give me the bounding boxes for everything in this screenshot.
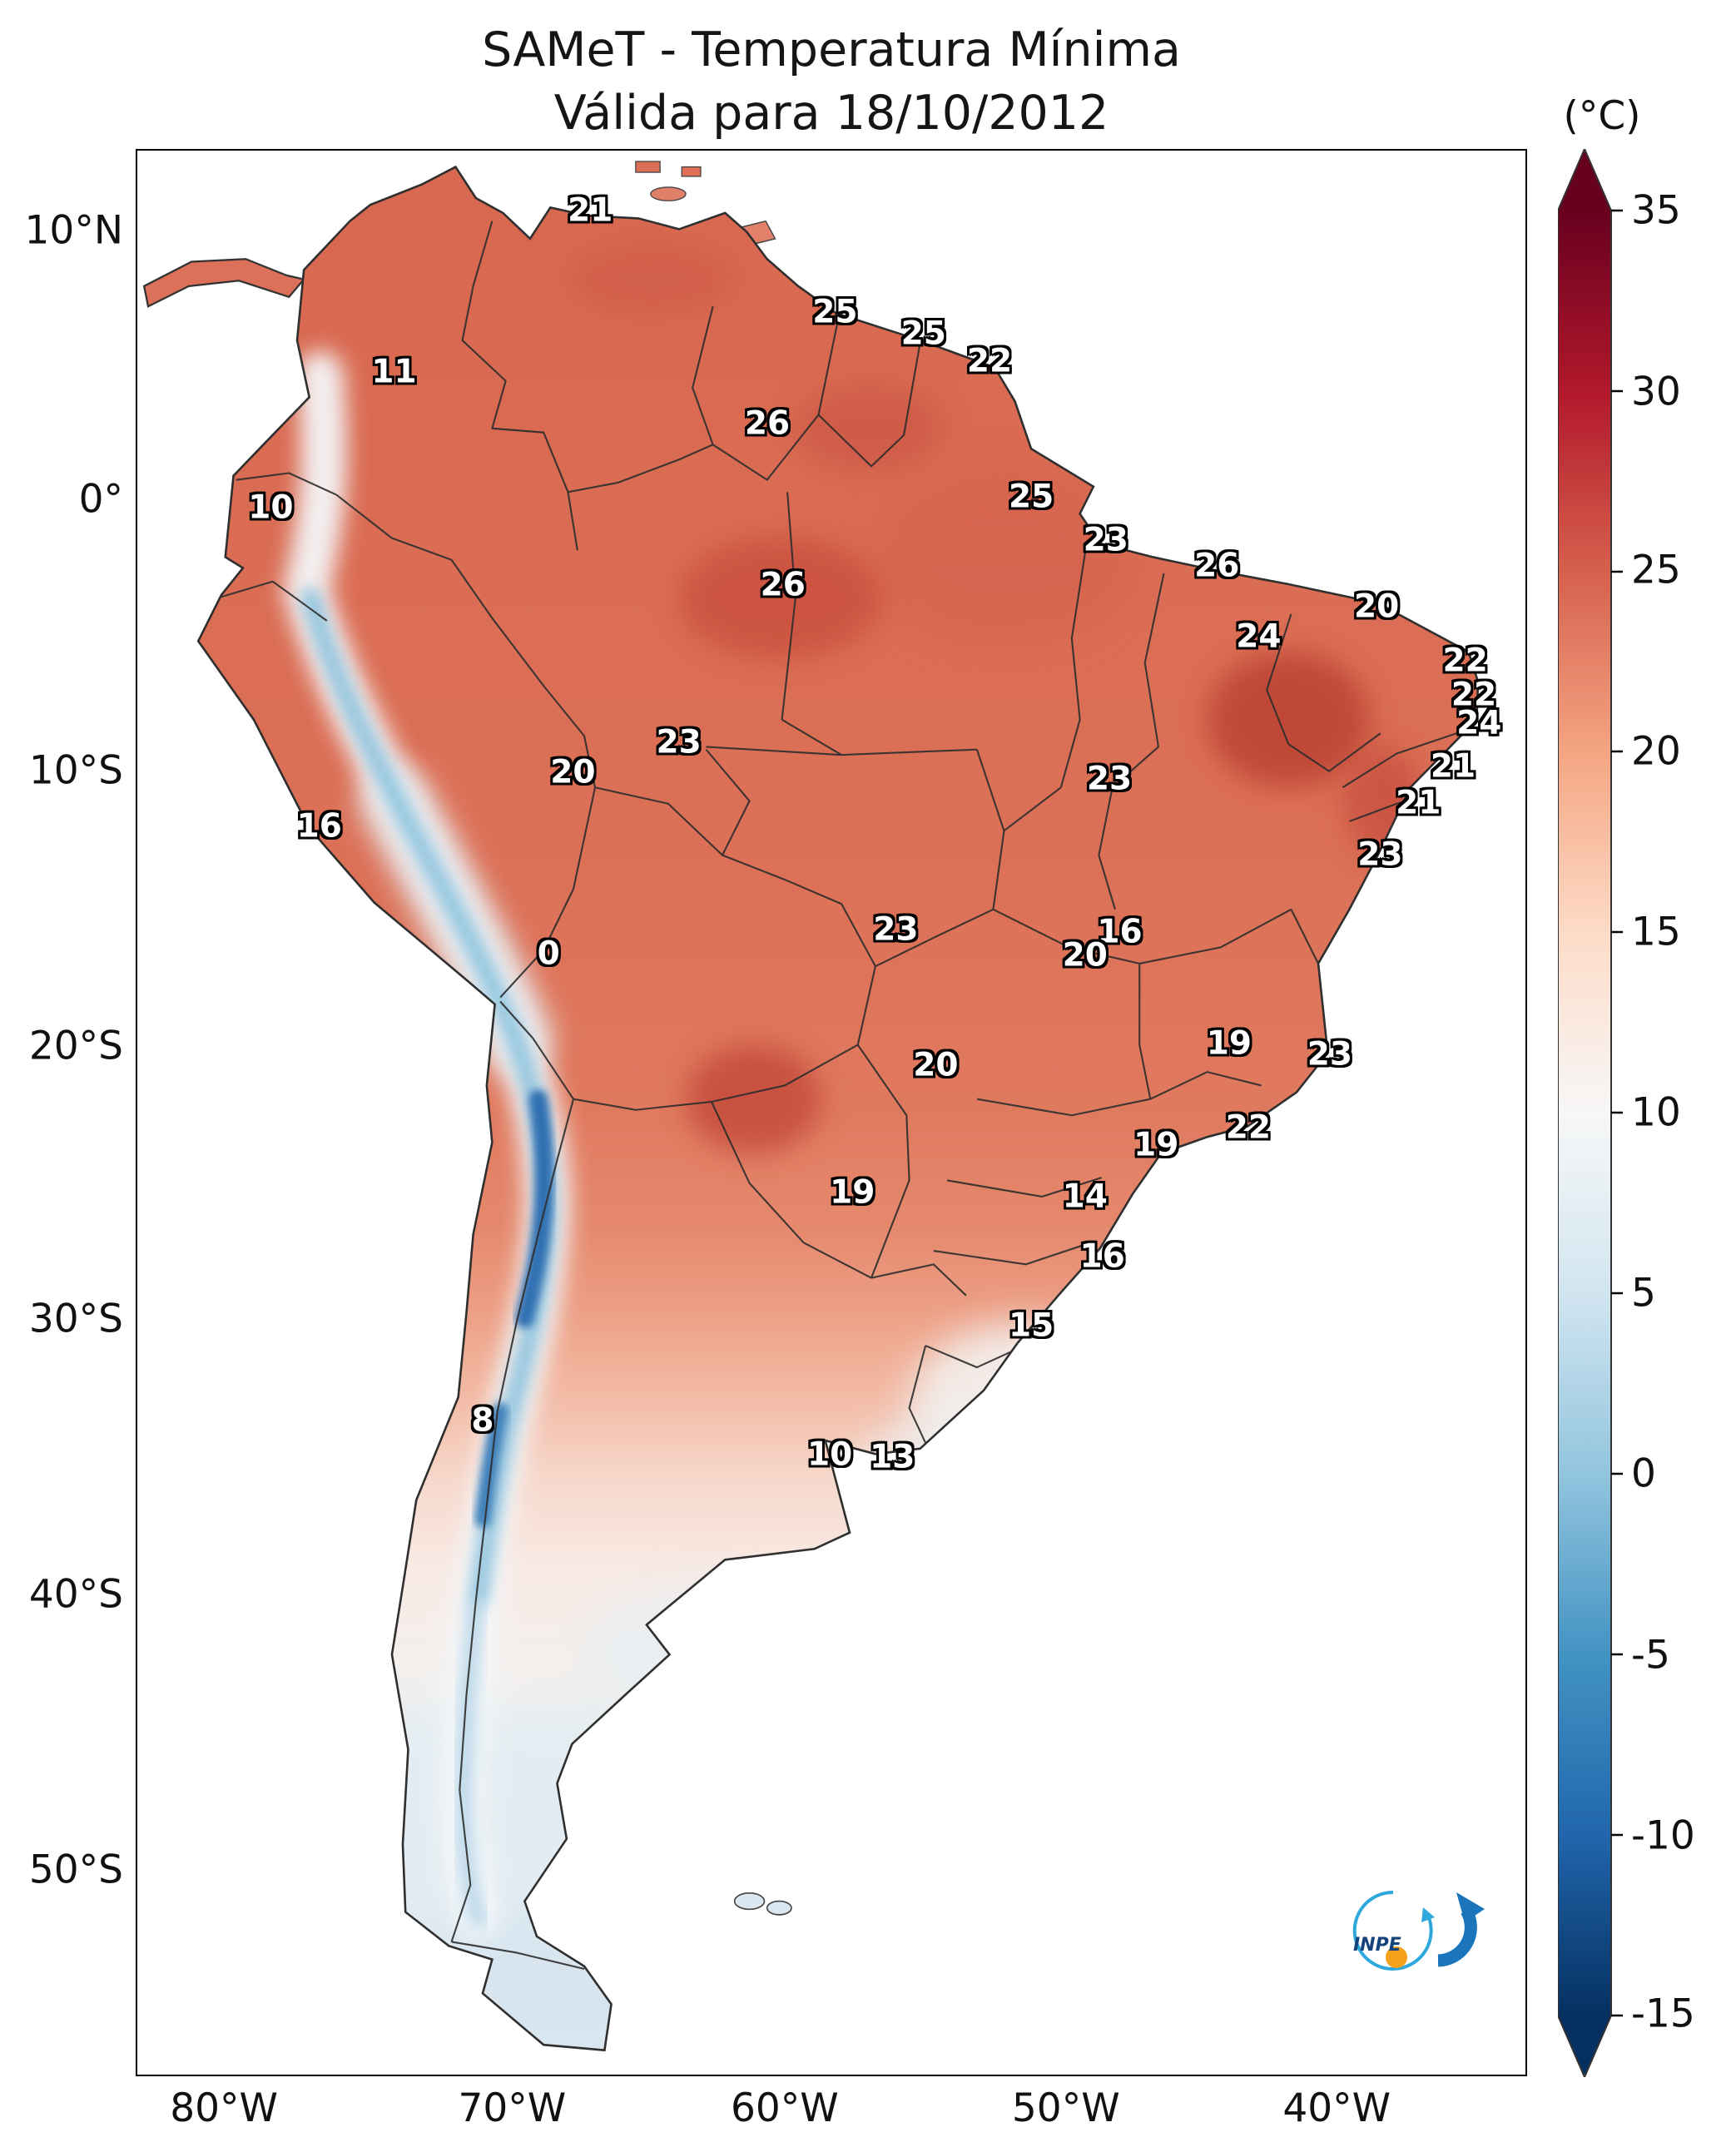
colorbar-tick-label: 25 <box>1631 547 1681 593</box>
lon-tick-label: 50°W <box>1011 2085 1120 2131</box>
station-temp-label: 16 <box>1097 913 1143 951</box>
colorbar-tick-label: 35 <box>1631 187 1681 234</box>
station-temp-label: 11 <box>371 353 417 391</box>
station-temp-label: 23 <box>1086 760 1133 798</box>
inpe-logo: INPE <box>1342 1874 1500 2007</box>
island-speck <box>681 166 702 177</box>
colorbar-tick-marks <box>1611 209 1623 2017</box>
station-temp-label: 16 <box>296 807 342 845</box>
lat-tick-label: 50°S <box>28 1847 123 1893</box>
station-temp-label: 14 <box>1062 1178 1108 1216</box>
station-temp-label: 24 <box>1236 617 1282 656</box>
lon-tick-label: 70°W <box>458 2085 567 2131</box>
station-temp-label: 23 <box>873 910 919 949</box>
colorbar-gradient <box>1557 146 1623 2080</box>
lat-tick-label: 40°S <box>28 1571 123 1618</box>
lat-tick-label: 0° <box>78 476 123 523</box>
country-state-borders <box>218 221 1477 1971</box>
colorbar-tick-label: 10 <box>1631 1089 1681 1136</box>
station-temp-label: 21 <box>1396 784 1441 822</box>
colorbar-tick-label: 15 <box>1631 909 1681 955</box>
falkland-island <box>733 1892 766 1911</box>
station-temp-label: 26 <box>744 404 791 443</box>
station-temp-label: 22 <box>966 342 1013 380</box>
station-temp-label: 0 <box>537 935 560 973</box>
colorbar-tick-label: 30 <box>1631 369 1681 415</box>
station-temp-label: 10 <box>248 488 294 527</box>
station-temp-label: 19 <box>1133 1126 1179 1164</box>
station-temp-label: 22 <box>1451 676 1497 714</box>
colorbar-tick-label: -10 <box>1631 1812 1695 1859</box>
lat-tick-label: 10°S <box>28 747 123 794</box>
lat-tick-label: 10°N <box>24 207 123 254</box>
station-temp-label: 25 <box>900 315 946 353</box>
lon-tick-label: 40°W <box>1282 2085 1391 2131</box>
colorbar-tick-label: -15 <box>1631 1991 1695 2037</box>
station-temp-label: 22 <box>1442 642 1488 680</box>
station-temp-label: 20 <box>550 753 596 791</box>
station-temp-label: 20 <box>913 1046 959 1084</box>
lat-tick-label: 30°S <box>28 1296 123 1342</box>
title-line-2: Válida para 18/10/2012 <box>553 86 1109 141</box>
station-temp-label: 26 <box>1194 547 1240 585</box>
falkland-island <box>766 1900 792 1916</box>
central-america-strip <box>142 258 306 308</box>
colorbar-unit-label: (°C) <box>1563 93 1641 139</box>
station-temp-label: 25 <box>812 293 858 331</box>
station-temp-label: 19 <box>830 1173 875 1212</box>
lon-tick-label: 60°W <box>730 2085 839 2131</box>
station-temp-label: 26 <box>760 566 806 604</box>
station-temp-label: 16 <box>1079 1237 1125 1276</box>
map-frame <box>136 149 1527 2076</box>
station-temp-label: 13 <box>870 1438 915 1476</box>
station-temp-label: 20 <box>1354 588 1400 626</box>
inpe-logo-graphic: INPE <box>1352 1890 1485 1971</box>
colorbar-tick-label: 5 <box>1631 1270 1656 1316</box>
station-temp-label: 15 <box>1008 1307 1054 1345</box>
station-temp-label: 22 <box>1225 1108 1271 1147</box>
title-line-1: SAMeT - Temperatura Mínima <box>482 22 1181 77</box>
lat-tick-label: 20°S <box>28 1023 123 1069</box>
station-temp-label: 10 <box>806 1435 853 1474</box>
station-temp-label: 23 <box>1307 1035 1353 1074</box>
station-temp-label: 21 <box>568 191 613 230</box>
margarita-island <box>650 186 687 201</box>
colorbar-tick-label: -5 <box>1631 1632 1670 1678</box>
lon-tick-label: 80°W <box>170 2085 278 2131</box>
colorbar-tick-label: 20 <box>1631 728 1681 774</box>
station-temp-label: 8 <box>471 1401 494 1440</box>
map-title: SAMeT - Temperatura Mínima Válida para 1… <box>136 18 1527 145</box>
south-america-temperature-map <box>142 161 1480 2051</box>
station-temp-label: 23 <box>1357 836 1403 874</box>
colorbar <box>1557 146 1633 2080</box>
colorbar-tick-label: 0 <box>1631 1450 1656 1497</box>
station-temp-label: 19 <box>1206 1024 1252 1063</box>
station-temp-label: 24 <box>1456 704 1502 742</box>
inpe-logo-text: INPE <box>1353 1935 1401 1956</box>
station-temp-label: 21 <box>1430 747 1476 786</box>
island-speck <box>635 161 661 173</box>
station-temp-label: 25 <box>1008 478 1054 516</box>
station-temp-label: 23 <box>1083 521 1128 559</box>
station-temp-label: 20 <box>1062 936 1108 974</box>
station-temp-label: 23 <box>656 723 702 761</box>
